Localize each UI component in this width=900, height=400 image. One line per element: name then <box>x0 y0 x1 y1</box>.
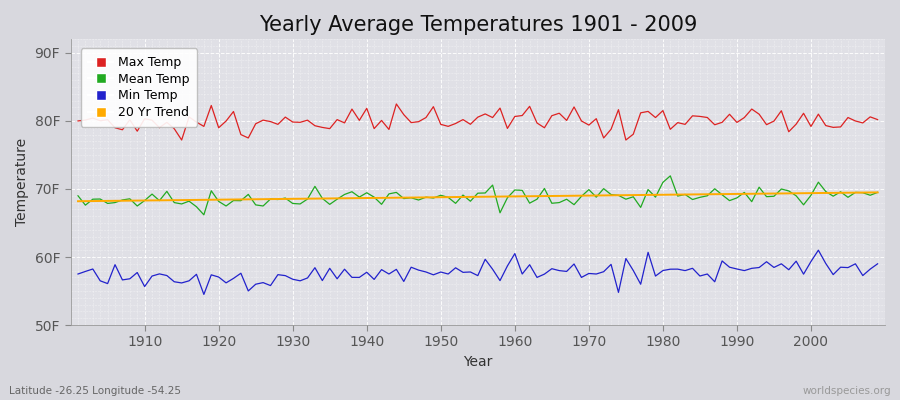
Title: Yearly Average Temperatures 1901 - 2009: Yearly Average Temperatures 1901 - 2009 <box>258 15 697 35</box>
Text: Latitude -26.25 Longitude -54.25: Latitude -26.25 Longitude -54.25 <box>9 386 181 396</box>
X-axis label: Year: Year <box>464 355 492 369</box>
Text: worldspecies.org: worldspecies.org <box>803 386 891 396</box>
Legend: Max Temp, Mean Temp, Min Temp, 20 Yr Trend: Max Temp, Mean Temp, Min Temp, 20 Yr Tre… <box>81 48 197 127</box>
Y-axis label: Temperature: Temperature <box>15 138 29 226</box>
